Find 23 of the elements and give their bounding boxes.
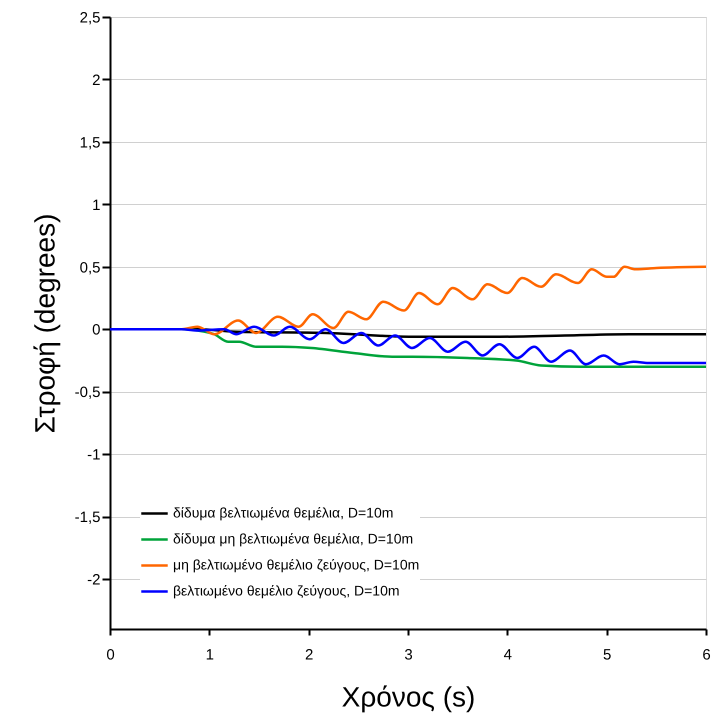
x-tick-label: 5	[602, 646, 612, 664]
legend-label: μη βελτιωμένο θεμέλιο ζεύγους, D=10m	[173, 556, 420, 572]
x-tick-label: 2	[304, 646, 314, 664]
x-tick-label: 1	[206, 646, 214, 664]
y-tick-label: 1,5	[80, 134, 100, 152]
y-tick-label: -0,5	[74, 384, 100, 402]
x-tick-label: 4	[504, 646, 512, 664]
y-tick-label: -1,5	[74, 509, 100, 526]
x-tick-label: 6	[702, 646, 711, 664]
legend-label: βελτιωμένο θεμέλιο ζεύγους, D=10m	[173, 582, 400, 598]
y-tick-label: 0,5	[80, 259, 100, 276]
legend-label: δίδυμα μη βελτιωμένα θεμέλια, D=10m	[173, 530, 414, 546]
y-axis-title: Στροφή (degrees)	[30, 214, 61, 434]
x-axis-title: Χρόνος (s)	[342, 682, 476, 712]
x-tick-label: 0	[106, 646, 115, 664]
y-tick-label: 2,5	[80, 10, 100, 26]
y-tick-label: 2	[92, 72, 100, 89]
y-tick-label: -2	[87, 572, 100, 589]
y-tick-label: 0	[92, 322, 100, 339]
y-tick-label: 1	[92, 196, 100, 214]
legend-label: δίδυμα βελτιωμένα θεμέλια, D=10m	[173, 504, 394, 520]
x-tick-label: 3	[404, 646, 413, 664]
y-tick-label: -1	[87, 446, 100, 464]
